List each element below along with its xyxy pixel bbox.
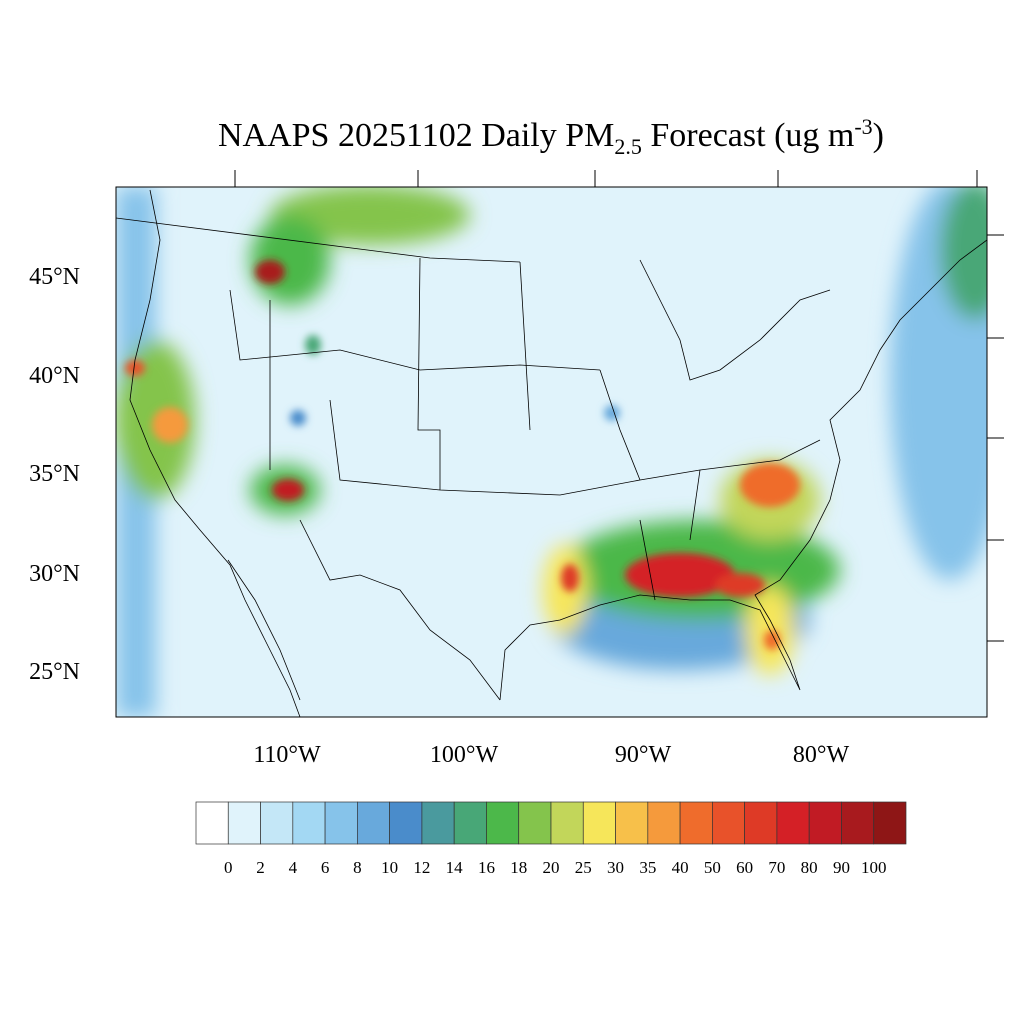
colorbar-box xyxy=(389,801,423,845)
colorbar-label: 30 xyxy=(607,858,624,877)
outlines xyxy=(116,189,987,717)
colorbar-label: 90 xyxy=(833,858,850,877)
colorbar-box xyxy=(518,801,552,845)
colorbar-box xyxy=(679,801,713,845)
colorbar-label: 14 xyxy=(446,858,464,877)
lat-label: 45°N xyxy=(29,264,80,290)
map-frame xyxy=(115,186,988,718)
colorbar-label: 12 xyxy=(413,858,430,877)
colorbar-box xyxy=(227,801,261,845)
colorbar-label: 80 xyxy=(801,858,818,877)
colorbar-box xyxy=(873,801,907,845)
colorbar-box xyxy=(808,801,842,845)
colorbar-label: 20 xyxy=(543,858,560,877)
colorbar-label: 4 xyxy=(289,858,298,877)
lon-label: 100°W xyxy=(430,742,499,768)
colorbar-box xyxy=(292,801,326,845)
colorbar-box xyxy=(582,801,616,845)
lon-label: 90°W xyxy=(615,742,672,768)
map-field xyxy=(116,187,987,717)
colorbar-label: 18 xyxy=(510,858,527,877)
colorbar-box xyxy=(421,801,455,845)
colorbar-label: 70 xyxy=(768,858,785,877)
lat-label: 40°N xyxy=(29,363,80,389)
colorbar-label: 0 xyxy=(224,858,233,877)
colorbar-box xyxy=(195,801,229,845)
colorbar-box xyxy=(357,801,390,845)
lat-label: 25°N xyxy=(29,659,80,685)
colorbar-label: 16 xyxy=(478,858,495,877)
colorbar-box xyxy=(615,801,649,845)
colorbar-label: 25 xyxy=(575,858,592,877)
axis-labels: 45°N 40°N 35°N 30°N 25°N 110°W 100°W 90°W 80°W xyxy=(29,264,849,768)
colorbar-box xyxy=(260,801,294,845)
colorbar-label: 100 xyxy=(861,858,887,877)
colorbar-box xyxy=(744,801,778,845)
title-rest: Forecast (ug m xyxy=(642,117,854,154)
colorbar-label: 35 xyxy=(639,858,656,877)
lat-label: 35°N xyxy=(29,461,80,487)
title-main: NAAPS 20251102 Daily PM xyxy=(218,117,614,154)
title-sub: 2.5 xyxy=(614,134,642,159)
colorbar-label: 6 xyxy=(321,858,330,877)
colorbar-box xyxy=(550,801,584,845)
ticks xyxy=(234,170,1004,642)
colorbar-label: 10 xyxy=(381,858,398,877)
colorbar-box xyxy=(776,801,810,845)
colorbar-label: 50 xyxy=(704,858,721,877)
colorbar-box xyxy=(453,801,487,845)
colorbar-label: 60 xyxy=(736,858,753,877)
lat-label: 30°N xyxy=(29,561,80,587)
colorbar-box xyxy=(841,801,875,845)
colorbar-label: 2 xyxy=(256,858,265,877)
colorbar-label: 40 xyxy=(672,858,689,877)
lon-label: 110°W xyxy=(253,742,321,768)
colorbar-label: 8 xyxy=(353,858,362,877)
title-end: ) xyxy=(873,117,884,154)
colorbar-box xyxy=(324,801,358,845)
colorbar-box xyxy=(486,801,520,845)
title: NAAPS 20251102 Daily PM2.5 Forecast (ug … xyxy=(218,114,884,159)
lon-label: 80°W xyxy=(793,742,850,768)
title-sup: -3 xyxy=(854,114,872,139)
colorbar-box xyxy=(647,801,681,845)
colorbar: 0 2 4 6 8 10 12 14 16 18 20 25 30 35 40 50 60 70 80 90 100 xyxy=(195,801,907,877)
colorbar-box xyxy=(712,801,745,845)
